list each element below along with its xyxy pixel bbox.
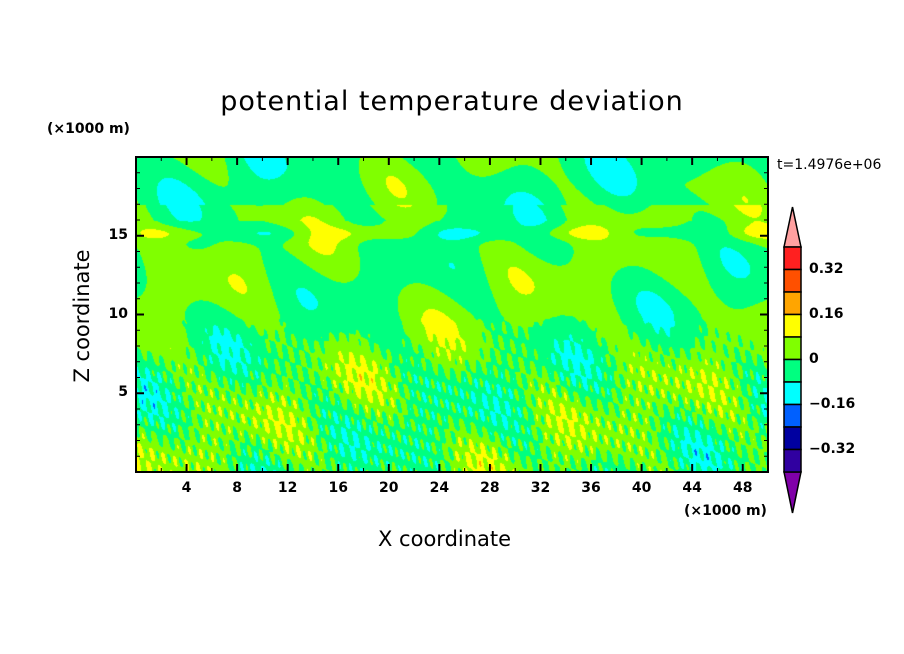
x-tick-label: 44 <box>682 480 702 496</box>
x-tick-label: 28 <box>480 480 500 496</box>
y-axis-unit: (×1000 m) <box>47 121 130 137</box>
colorbar-label: −0.32 <box>809 440 856 457</box>
colorbar-extend-min <box>783 471 802 514</box>
colorbar-box <box>783 291 802 316</box>
time-label: t=1.4976e+06 <box>777 157 882 173</box>
colorbar-label: 0 <box>809 350 819 367</box>
colorbar-label: 0.16 <box>809 305 844 322</box>
x-tick-label: 36 <box>581 480 601 496</box>
chart-title: potential temperature deviation <box>220 86 684 117</box>
colorbar-extend-max <box>783 206 802 248</box>
colorbar-label: −0.16 <box>809 395 856 412</box>
y-tick-label: 15 <box>108 226 128 243</box>
x-tick-label: 24 <box>429 480 450 496</box>
x-tick-label: 40 <box>631 480 652 496</box>
colorbar-box <box>783 313 802 338</box>
colorbar-box <box>783 426 802 451</box>
x-tick-label: 20 <box>379 480 399 496</box>
colorbar-box <box>783 381 802 406</box>
x-tick-label: 32 <box>530 480 551 496</box>
x-axis-unit: (×1000 m) <box>684 503 767 519</box>
x-tick-label: 16 <box>328 480 348 496</box>
x-tick-label: 4 <box>181 480 192 496</box>
colorbar-box <box>783 336 802 361</box>
x-tick-label: 12 <box>277 480 298 496</box>
colorbar-box <box>783 403 802 428</box>
colorbar-box <box>783 268 802 293</box>
plot-frame <box>135 156 769 473</box>
contour-field <box>136 157 768 472</box>
y-tick-label: 10 <box>108 305 128 322</box>
colorbar-box <box>783 448 802 473</box>
x-tick-label: 8 <box>232 480 242 496</box>
colorbar-label: 0.32 <box>809 260 844 277</box>
y-tick-label: 5 <box>118 384 128 401</box>
colorbar-box <box>783 358 802 383</box>
x-tick-label: 48 <box>732 480 753 496</box>
colorbar-box <box>783 246 802 271</box>
x-axis-label: X coordinate <box>378 527 512 551</box>
